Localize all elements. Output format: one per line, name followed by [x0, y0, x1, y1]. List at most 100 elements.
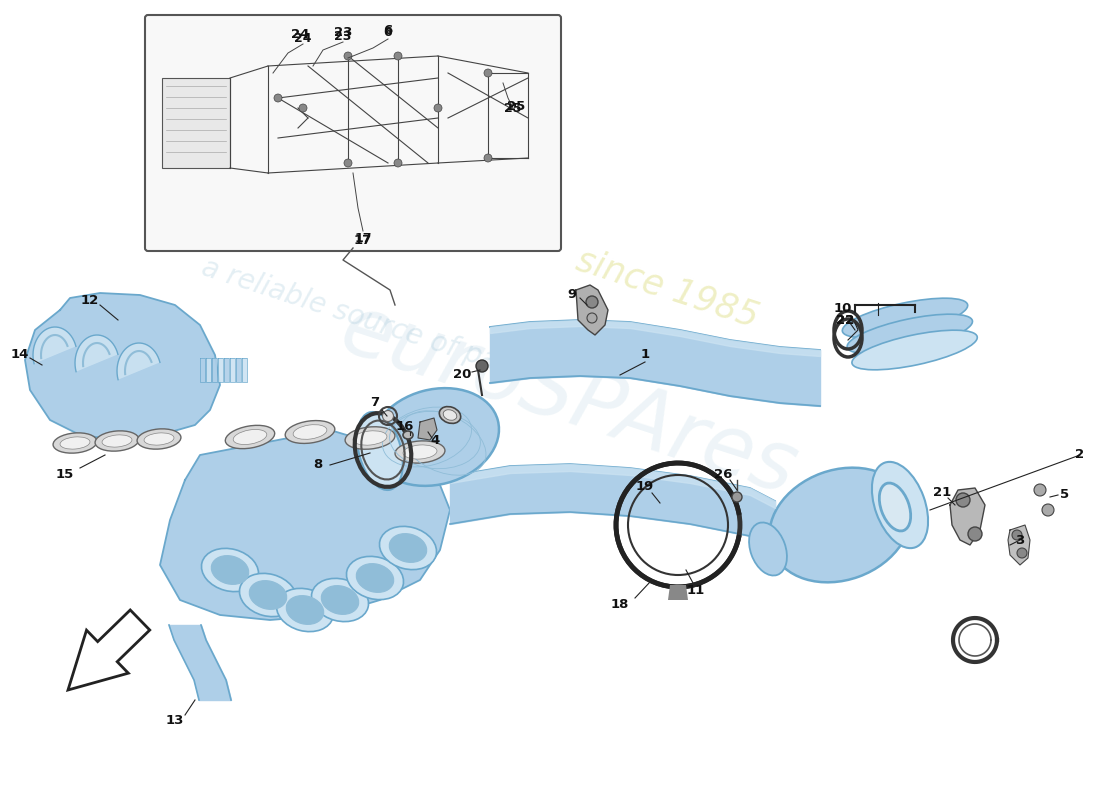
Ellipse shape	[138, 429, 180, 449]
Text: 15: 15	[56, 469, 74, 482]
Polygon shape	[160, 430, 450, 620]
Ellipse shape	[60, 437, 90, 449]
Text: 24: 24	[295, 31, 311, 45]
Ellipse shape	[226, 426, 275, 449]
Polygon shape	[75, 335, 118, 372]
Ellipse shape	[879, 483, 911, 531]
Circle shape	[956, 493, 970, 507]
Circle shape	[299, 104, 307, 112]
Ellipse shape	[201, 548, 258, 592]
Polygon shape	[206, 358, 211, 382]
Text: 1: 1	[640, 349, 650, 362]
Ellipse shape	[403, 431, 412, 439]
Text: 14: 14	[11, 349, 30, 362]
Text: since 1985: since 1985	[572, 242, 763, 334]
Ellipse shape	[749, 522, 786, 575]
Circle shape	[1012, 530, 1022, 540]
Ellipse shape	[843, 298, 968, 338]
Polygon shape	[230, 358, 235, 382]
Ellipse shape	[311, 578, 368, 622]
Ellipse shape	[144, 433, 174, 445]
Text: 4: 4	[430, 434, 440, 446]
Text: 6: 6	[384, 23, 393, 37]
Text: 23: 23	[334, 30, 352, 42]
Ellipse shape	[233, 430, 267, 445]
Ellipse shape	[102, 435, 132, 447]
Polygon shape	[200, 358, 205, 382]
Text: 13: 13	[166, 714, 184, 726]
Circle shape	[344, 52, 352, 60]
Circle shape	[394, 159, 402, 167]
Circle shape	[1042, 504, 1054, 516]
Circle shape	[394, 52, 402, 60]
Ellipse shape	[443, 410, 456, 420]
Polygon shape	[242, 358, 248, 382]
Circle shape	[484, 69, 492, 77]
Text: 17: 17	[354, 231, 372, 245]
Ellipse shape	[285, 421, 334, 443]
Text: a reliable source of parts: a reliable source of parts	[198, 253, 537, 387]
Polygon shape	[218, 358, 223, 382]
Circle shape	[1034, 484, 1046, 496]
Polygon shape	[25, 293, 220, 440]
FancyArrow shape	[68, 610, 150, 690]
Text: 8: 8	[314, 458, 322, 471]
Ellipse shape	[211, 556, 249, 584]
Ellipse shape	[346, 556, 404, 600]
Text: 26: 26	[714, 469, 733, 482]
Ellipse shape	[847, 314, 972, 354]
Polygon shape	[33, 327, 76, 364]
Text: 21: 21	[933, 486, 952, 498]
Ellipse shape	[356, 564, 394, 592]
Circle shape	[344, 159, 352, 167]
Ellipse shape	[403, 445, 437, 459]
Polygon shape	[117, 343, 160, 380]
Circle shape	[476, 360, 488, 372]
Polygon shape	[236, 358, 241, 382]
Polygon shape	[418, 418, 437, 440]
Ellipse shape	[293, 425, 327, 439]
Text: 18: 18	[610, 598, 629, 611]
Polygon shape	[1008, 525, 1030, 565]
Circle shape	[587, 313, 597, 323]
Circle shape	[434, 104, 442, 112]
Text: 22: 22	[836, 314, 854, 326]
Ellipse shape	[321, 586, 359, 614]
Text: 7: 7	[371, 397, 380, 410]
Text: 23: 23	[333, 26, 352, 39]
Ellipse shape	[250, 581, 287, 610]
Ellipse shape	[276, 588, 333, 632]
Circle shape	[586, 296, 598, 308]
Text: 10: 10	[834, 302, 852, 315]
Circle shape	[732, 492, 742, 502]
Text: 9: 9	[568, 289, 576, 302]
Ellipse shape	[389, 534, 427, 562]
Circle shape	[968, 527, 982, 541]
Ellipse shape	[872, 462, 928, 548]
Text: 19: 19	[636, 481, 654, 494]
Circle shape	[484, 154, 492, 162]
Polygon shape	[212, 358, 217, 382]
Bar	[162, 78, 230, 168]
Ellipse shape	[240, 574, 297, 617]
Circle shape	[274, 94, 282, 102]
Ellipse shape	[286, 596, 323, 624]
Polygon shape	[950, 488, 984, 545]
Ellipse shape	[371, 388, 499, 486]
Text: 25: 25	[504, 102, 521, 114]
Text: 6: 6	[384, 26, 393, 39]
Ellipse shape	[345, 426, 395, 450]
Ellipse shape	[395, 441, 446, 463]
Text: 17: 17	[354, 234, 372, 246]
Text: 12: 12	[81, 294, 99, 306]
Text: 3: 3	[1015, 534, 1024, 546]
Text: euroSPAres: euroSPAres	[330, 288, 806, 512]
Circle shape	[1018, 548, 1027, 558]
Ellipse shape	[769, 468, 911, 582]
Ellipse shape	[95, 431, 139, 451]
Ellipse shape	[379, 526, 437, 570]
Ellipse shape	[383, 410, 394, 422]
Text: 24: 24	[290, 29, 309, 42]
Text: 11: 11	[686, 583, 705, 597]
Ellipse shape	[358, 412, 403, 490]
